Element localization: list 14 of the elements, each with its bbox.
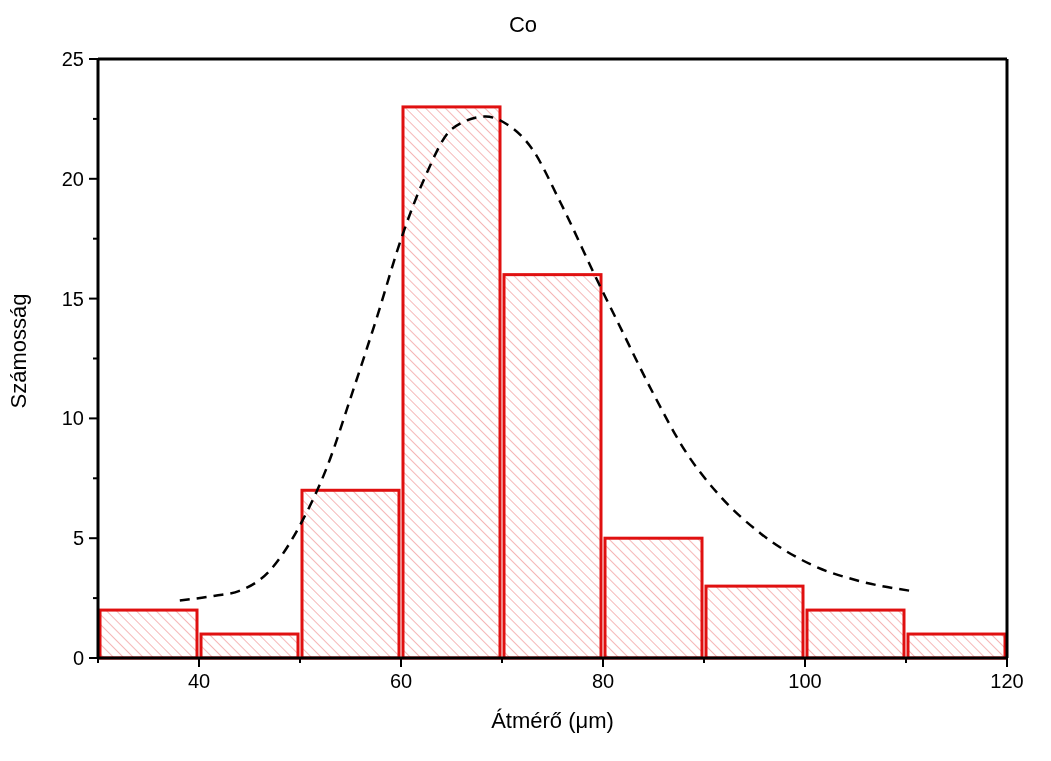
y-tick-label: 0 (72, 647, 84, 669)
x-tick-label: 100 (788, 670, 822, 692)
chart-title: Co (507, 12, 539, 37)
x-tick-label: 40 (187, 670, 211, 692)
y-tick-label: 15 (61, 287, 84, 310)
x-tick-label: 60 (389, 670, 413, 692)
y-tick-label: 10 (61, 407, 84, 430)
x-tick-label: 80 (591, 670, 615, 692)
x-tick-label: 120 (990, 670, 1024, 692)
y-tick-label: 25 (61, 48, 84, 70)
y-tick-label: 5 (72, 527, 84, 550)
y-tick-label: 20 (61, 167, 84, 190)
y-axis-title: Számosság (5, 293, 31, 409)
x-axis-title: Átmérő (μm) (491, 708, 614, 733)
